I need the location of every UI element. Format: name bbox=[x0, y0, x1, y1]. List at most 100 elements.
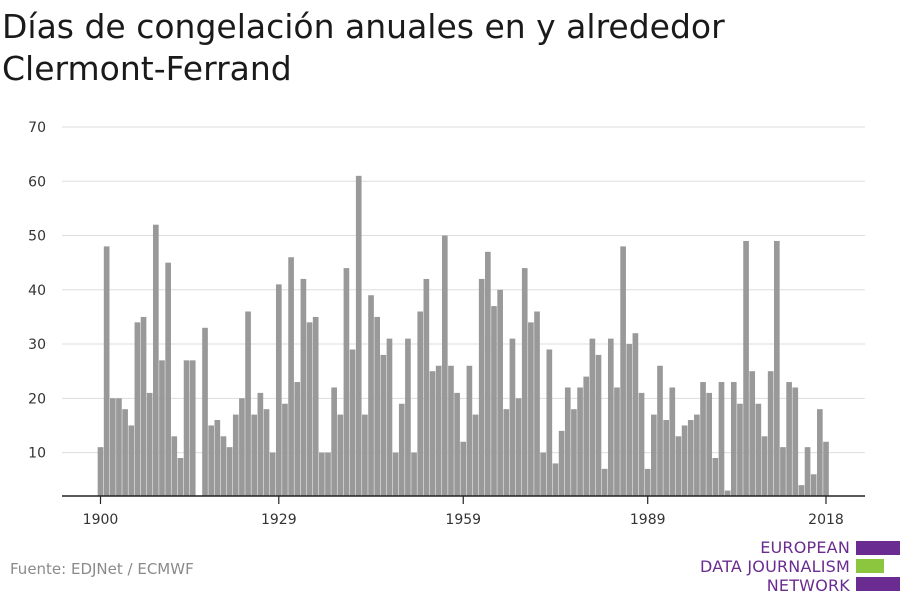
bar-1986 bbox=[626, 344, 633, 496]
bar-1987 bbox=[632, 333, 639, 496]
edjnet-logo: EUROPEAN DATA JOURNALISM NETWORK bbox=[700, 538, 900, 595]
bar-1947 bbox=[386, 338, 393, 496]
x-tick-label-1989: 1989 bbox=[630, 512, 666, 528]
bar-1903 bbox=[116, 398, 122, 496]
y-tick-label-50: 50 bbox=[28, 229, 46, 245]
bar-1983 bbox=[607, 338, 614, 496]
bar-1939 bbox=[337, 414, 344, 496]
bar-1943 bbox=[362, 414, 368, 496]
bar-1905 bbox=[128, 425, 135, 496]
bar-1920 bbox=[220, 436, 227, 496]
bar-2012 bbox=[786, 382, 792, 496]
bar-1910 bbox=[159, 360, 165, 496]
bar-2008 bbox=[761, 436, 768, 496]
bar-2002 bbox=[724, 490, 731, 496]
bars bbox=[97, 175, 829, 496]
bar-2014 bbox=[798, 485, 805, 496]
bar-1977 bbox=[571, 409, 577, 496]
bar-1919 bbox=[214, 420, 221, 496]
bar-1961 bbox=[472, 414, 479, 496]
bar-1925 bbox=[251, 414, 258, 496]
bar-1976 bbox=[564, 387, 571, 496]
bar-1982 bbox=[601, 468, 608, 496]
bar-1918 bbox=[208, 425, 214, 496]
bar-1951 bbox=[411, 452, 417, 496]
bar-1900 bbox=[97, 447, 104, 496]
bar-1931 bbox=[288, 257, 294, 496]
x-axis-ticks: 1900 1929 1959 1989 2018 bbox=[83, 496, 844, 528]
bar-1965 bbox=[497, 289, 503, 496]
bar-1948 bbox=[392, 452, 399, 496]
bar-1979 bbox=[583, 376, 590, 496]
gridlines bbox=[62, 126, 865, 454]
bar-1929 bbox=[275, 284, 282, 496]
bar-1912 bbox=[171, 436, 178, 496]
bar-1923 bbox=[239, 398, 245, 496]
chart-title: Días de congelación anuales en y alreded… bbox=[2, 7, 725, 88]
y-tick-label-30: 30 bbox=[28, 337, 46, 353]
bar-1970 bbox=[528, 322, 534, 496]
bar-1922 bbox=[232, 414, 239, 496]
bar-1902 bbox=[109, 398, 116, 496]
bar-1980 bbox=[589, 338, 596, 496]
bar-2010 bbox=[773, 240, 780, 496]
logo-bar-purple-bottom bbox=[856, 577, 900, 591]
bar-2016 bbox=[810, 474, 817, 496]
bar-1936 bbox=[319, 452, 325, 496]
bar-1946 bbox=[380, 354, 387, 496]
bar-1956 bbox=[441, 235, 448, 496]
bar-1973 bbox=[546, 349, 553, 496]
bar-1964 bbox=[491, 306, 497, 496]
bar-1963 bbox=[485, 251, 491, 496]
y-tick-label-10: 10 bbox=[28, 446, 46, 462]
x-tick-label-2018: 2018 bbox=[808, 512, 844, 528]
bar-1971 bbox=[534, 311, 540, 496]
bar-1969 bbox=[521, 268, 528, 496]
bar-1988 bbox=[638, 392, 645, 496]
y-axis-ticks: 10 20 30 40 50 60 70 bbox=[28, 120, 46, 462]
bar-2017 bbox=[817, 409, 823, 496]
bar-2011 bbox=[780, 447, 786, 496]
bar-1975 bbox=[558, 430, 565, 496]
logo-text-line-1: EUROPEAN bbox=[760, 538, 850, 557]
bar-1989 bbox=[644, 468, 651, 496]
bar-1940 bbox=[343, 268, 350, 496]
bar-2013 bbox=[792, 387, 799, 496]
bar-1952 bbox=[417, 311, 424, 496]
bar-2015 bbox=[804, 447, 811, 496]
bar-1996 bbox=[687, 420, 694, 496]
x-tick-label-1959: 1959 bbox=[445, 512, 481, 528]
bar-1997 bbox=[694, 414, 700, 496]
bar-1917 bbox=[202, 327, 208, 496]
y-tick-label-70: 70 bbox=[28, 120, 46, 136]
y-tick-label-40: 40 bbox=[28, 283, 46, 299]
logo-text-line-3: NETWORK bbox=[766, 576, 850, 595]
bar-1935 bbox=[312, 316, 319, 496]
bar-1993 bbox=[669, 387, 676, 496]
bar-1955 bbox=[435, 365, 442, 496]
bar-2003 bbox=[730, 382, 737, 496]
bar-1926 bbox=[257, 392, 264, 496]
bar-1995 bbox=[681, 425, 688, 496]
bar-2000 bbox=[712, 458, 719, 496]
bar-1944 bbox=[368, 295, 374, 496]
bar-1958 bbox=[454, 392, 460, 496]
bar-1933 bbox=[300, 278, 307, 496]
bar-1994 bbox=[675, 436, 682, 496]
bar-1906 bbox=[134, 322, 141, 496]
bar-1932 bbox=[294, 382, 301, 496]
x-tick-label-1929: 1929 bbox=[261, 512, 297, 528]
bar-1938 bbox=[331, 387, 337, 496]
bar-1978 bbox=[577, 387, 583, 496]
bar-1927 bbox=[263, 409, 270, 496]
bar-1924 bbox=[245, 311, 251, 496]
bar-1992 bbox=[663, 420, 669, 496]
bar-1937 bbox=[325, 452, 331, 496]
bar-1962 bbox=[478, 278, 485, 496]
bar-1991 bbox=[657, 365, 663, 496]
bar-2004 bbox=[737, 403, 743, 496]
bar-1930 bbox=[282, 403, 288, 496]
bar-1945 bbox=[374, 316, 381, 496]
bar-1974 bbox=[552, 463, 559, 496]
